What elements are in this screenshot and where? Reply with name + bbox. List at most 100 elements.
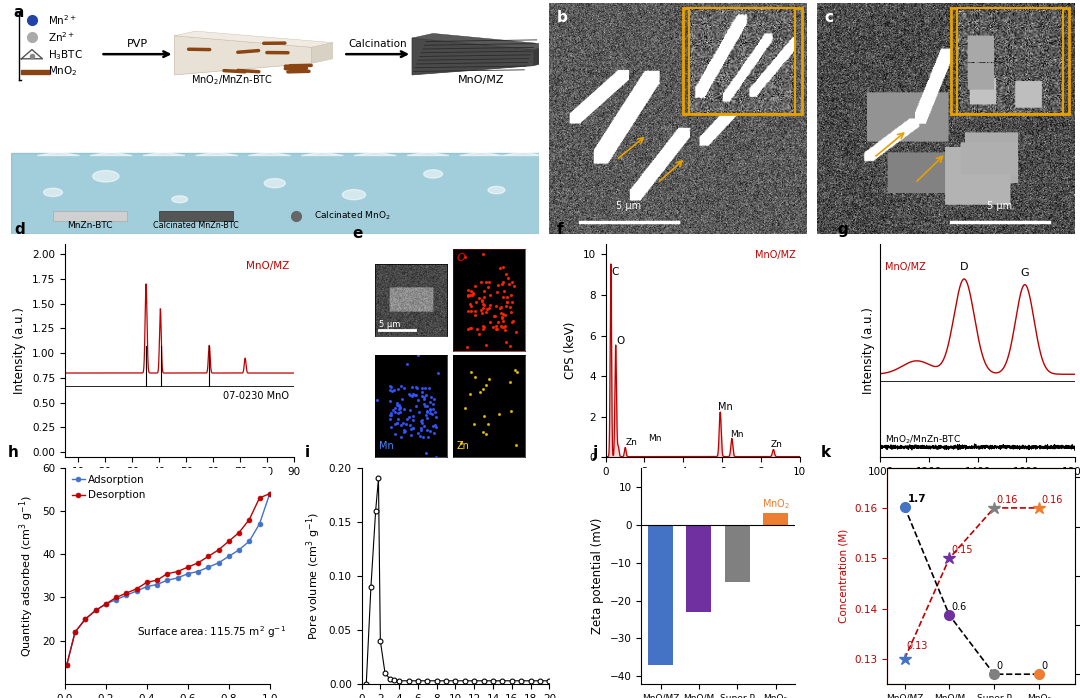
Text: 0.6: 0.6 [951,602,967,612]
Text: Calcination: Calcination [349,39,407,50]
Desorption [79,615,92,623]
Y-axis label: Zeta potential (mV): Zeta potential (mV) [591,518,604,634]
Text: b: b [557,10,568,25]
Desorption [253,493,266,502]
Text: H$_3$BTC: H$_3$BTC [48,48,83,62]
Adsorption [253,520,266,528]
Polygon shape [143,152,185,156]
Text: 0.13: 0.13 [907,641,928,651]
Circle shape [488,186,505,194]
Adsorption [89,607,102,615]
Polygon shape [248,152,291,156]
Text: Mn: Mn [730,430,743,439]
Bar [764,513,788,525]
Text: G: G [1021,267,1029,278]
Desorption [99,600,112,608]
Desorption [120,589,133,597]
Text: f: f [557,222,564,237]
Desorption [60,660,73,669]
Adsorption [264,489,276,498]
Legend: Adsorption, Desorption: Adsorption, Desorption [70,473,147,503]
X-axis label: Energy (keV): Energy (keV) [664,482,741,496]
Adsorption [191,567,204,576]
Text: e: e [352,226,363,241]
Text: 0.16: 0.16 [997,495,1017,505]
Circle shape [93,170,119,182]
Text: k: k [821,445,832,460]
Polygon shape [459,152,502,156]
Adsorption [171,574,184,582]
Polygon shape [90,152,132,156]
Text: O: O [617,336,624,346]
Adsorption [99,600,112,608]
Desorption [109,593,122,602]
Desorption [232,528,245,537]
Bar [22,70,51,74]
Text: MnO/MZ: MnO/MZ [886,262,926,272]
Adsorption [161,576,174,584]
Text: j: j [592,445,597,460]
Adsorption [232,546,245,554]
Desorption [130,585,143,593]
Circle shape [342,190,365,200]
Text: Calcinated MnZn-BTC: Calcinated MnZn-BTC [152,221,239,230]
Bar [725,525,750,581]
Polygon shape [411,34,554,50]
Adsorption [243,537,256,545]
Bar [683,8,801,114]
Circle shape [172,196,188,202]
Adsorption [181,570,194,578]
Y-axis label: Quantity adsorbed (cm$^3$ g$^{-1}$): Quantity adsorbed (cm$^3$ g$^{-1}$) [17,495,37,657]
Polygon shape [407,152,449,156]
Polygon shape [502,152,544,156]
Text: h: h [8,445,18,460]
Bar [53,211,127,221]
X-axis label: 2 Theta (degree): 2 Theta (degree) [130,482,229,496]
Adsorption [130,587,143,595]
Text: 5 μm: 5 μm [617,201,642,211]
Desorption [89,607,102,615]
Bar [648,525,673,665]
Adsorption [212,558,225,567]
Y-axis label: Intensity (a.u.): Intensity (a.u.) [13,307,26,394]
Text: D: D [960,262,969,272]
Adsorption [120,591,133,600]
Text: Mn: Mn [718,401,733,412]
Y-axis label: Pore volume (cm$^3$ g$^{-1}$): Pore volume (cm$^3$ g$^{-1}$) [305,512,323,640]
Circle shape [43,188,63,197]
Adsorption [202,563,215,572]
Polygon shape [11,154,539,234]
Text: 0: 0 [1041,661,1048,671]
Polygon shape [411,38,534,75]
Adsorption [60,660,73,669]
Desorption [212,546,225,554]
Polygon shape [195,152,238,156]
Text: MnO/MZ: MnO/MZ [458,75,504,85]
Text: c: c [825,10,834,25]
Desorption [264,489,276,498]
Y-axis label: Intensity (a.u.): Intensity (a.u.) [862,307,875,394]
Text: 5 μm: 5 μm [987,201,1012,211]
Text: MnZn-BTC: MnZn-BTC [67,221,112,230]
Bar [951,8,1069,114]
Desorption [161,570,174,578]
Y-axis label: Concentration (M): Concentration (M) [838,528,848,623]
Text: i: i [306,445,310,460]
Circle shape [265,179,285,188]
Polygon shape [37,152,80,156]
Text: MnO$_2$/MnZn-BTC: MnO$_2$/MnZn-BTC [886,433,961,446]
Text: Zn: Zn [771,440,783,449]
Desorption [140,578,153,586]
X-axis label: Raman shift (cm$^{-1}$): Raman shift (cm$^{-1}$) [920,482,1035,500]
Polygon shape [175,36,312,75]
Desorption [222,537,235,545]
Adsorption [222,552,235,560]
Text: 07-0230 MnO: 07-0230 MnO [222,391,288,401]
Line: Desorption: Desorption [65,491,272,667]
Desorption [191,558,204,567]
Text: 0.16: 0.16 [1041,495,1063,505]
Text: MnO/MZ: MnO/MZ [245,261,288,271]
Polygon shape [534,45,554,66]
Adsorption [68,628,81,637]
Text: C: C [611,267,619,276]
